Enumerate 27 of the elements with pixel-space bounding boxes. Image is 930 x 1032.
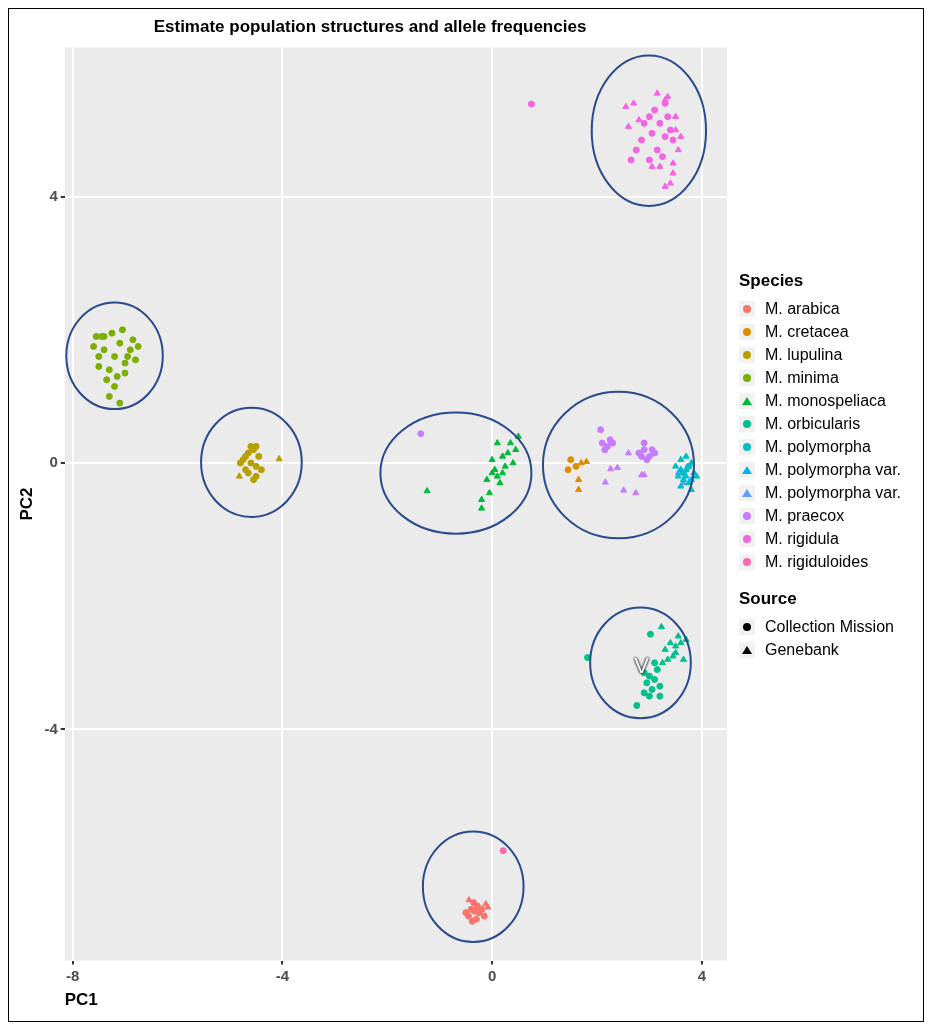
legend-label: M. arabica bbox=[765, 299, 840, 318]
legend-label: M. monospeliaca bbox=[765, 391, 886, 410]
legend-label: M. cretacea bbox=[765, 322, 849, 341]
legend-label: M. polymorpha var. bbox=[765, 483, 902, 502]
y-tick-label: 0 bbox=[49, 453, 58, 471]
y-axis-title: PC2 bbox=[16, 487, 36, 521]
legend-label: M. rigidula bbox=[765, 529, 839, 548]
text: Genebank bbox=[765, 640, 839, 659]
legend-title: Species bbox=[739, 271, 805, 291]
y-tick-label: 4 bbox=[49, 186, 59, 204]
y-tick-label: -4 bbox=[44, 719, 59, 737]
legend-label: M. rigiduloides bbox=[765, 552, 869, 571]
x-axis-title: PC1 bbox=[64, 990, 98, 1010]
legend-label: M. orbicularis bbox=[765, 414, 861, 433]
x-tick-label: 0 bbox=[487, 966, 497, 984]
x-tick-label: -4 bbox=[275, 966, 290, 984]
x-tick-label: -8 bbox=[65, 966, 80, 984]
legend-label: M. lupulina bbox=[765, 345, 843, 364]
legend-label: M. minima bbox=[765, 368, 839, 387]
legend-label: M. polymorpha bbox=[765, 437, 871, 456]
text: Source bbox=[739, 589, 798, 609]
chart-title: Estimate population structures and allele frequencies bbox=[153, 16, 587, 36]
text: Collection Mission bbox=[765, 617, 894, 636]
annotation: V bbox=[634, 653, 649, 680]
x-tick-label: 4 bbox=[697, 966, 707, 984]
legend-label: M. polymorpha var. bbox=[765, 460, 902, 479]
legend-label: M. praecox bbox=[765, 506, 845, 525]
